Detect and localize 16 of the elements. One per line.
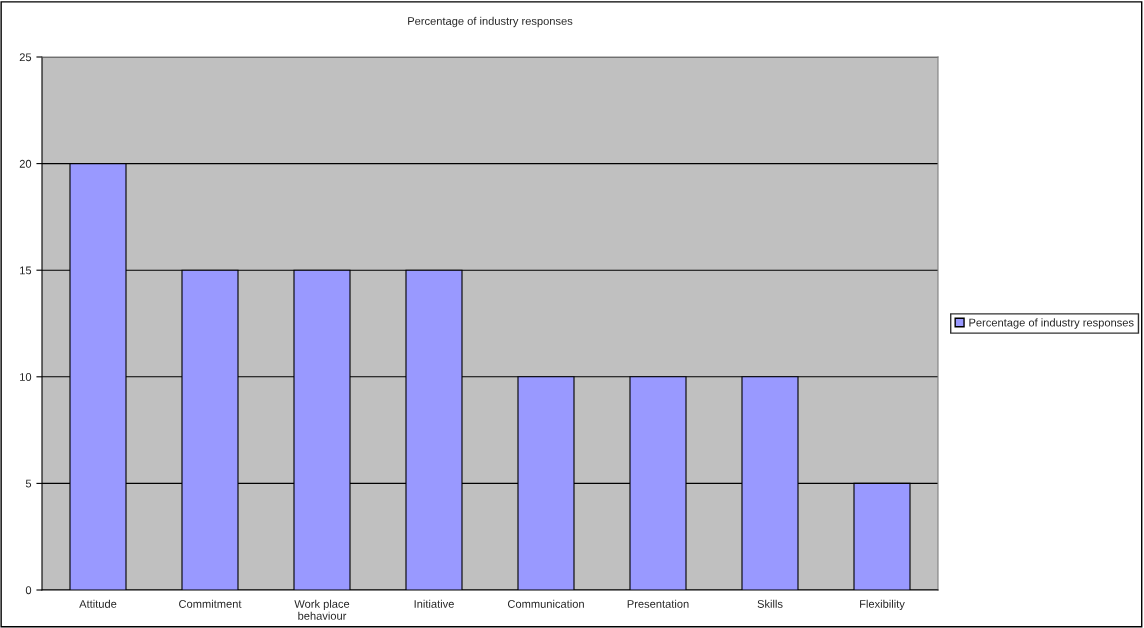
chart-title: Percentage of industry responses [408, 16, 573, 28]
x-tick-label: Communication [507, 599, 584, 608]
y-tick-label: 25 [19, 53, 32, 62]
x-tick-label: Presentation [627, 599, 689, 608]
x-tick-label: Skills [757, 599, 783, 608]
y-tick-label: 5 [25, 479, 32, 488]
x-tick-label: Flexibility [860, 599, 905, 611]
x-tick-label: Initiative [414, 599, 454, 608]
x-tick-label: Attitude [79, 599, 117, 608]
x-tick-label: Commitment [179, 599, 242, 608]
y-tick-label: 20 [19, 159, 32, 168]
y-tick-label: 0 [25, 586, 32, 595]
y-tick-label: 15 [20, 266, 32, 275]
legend-label: Percentage of industry responses [969, 318, 1134, 329]
y-tick-label: 10 [20, 373, 32, 381]
x-tick-label: Work place behaviour [294, 599, 350, 620]
